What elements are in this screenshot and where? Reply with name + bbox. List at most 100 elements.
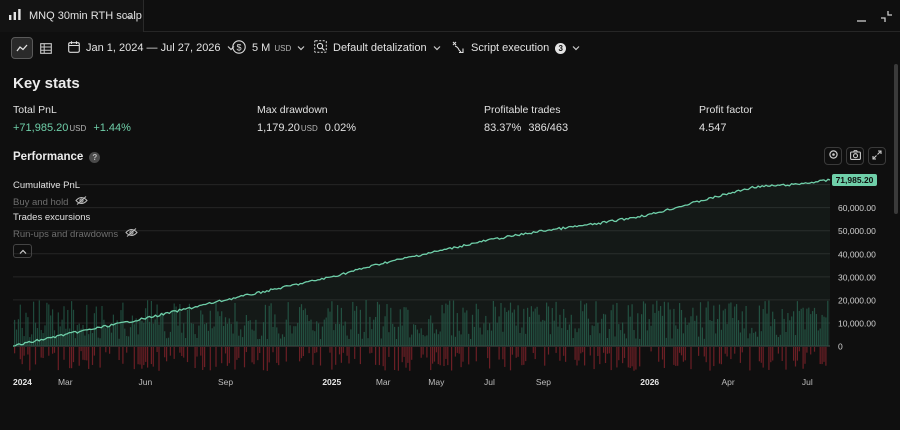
excursion-bar bbox=[384, 316, 386, 346]
excursion-bar bbox=[262, 347, 265, 371]
y-tick-label: 10,000.00 bbox=[838, 318, 876, 328]
excursion-bar bbox=[226, 323, 228, 346]
excursion-bar bbox=[109, 327, 111, 346]
excursion-bar bbox=[376, 301, 379, 346]
strategy-tab[interactable]: MNQ 30min RTH scalp bbox=[0, 0, 144, 32]
excursion-bar bbox=[439, 347, 441, 366]
legend-cumulative-pnl[interactable]: Cumulative PnL bbox=[13, 180, 80, 191]
excursion-bar bbox=[642, 301, 645, 346]
excursion-bar bbox=[171, 310, 173, 346]
initial-capital-selector[interactable]: $ 5 M USD bbox=[232, 38, 305, 58]
excursion-bar bbox=[270, 303, 272, 346]
excursion-bar bbox=[521, 347, 523, 366]
excursion-bar bbox=[475, 347, 477, 362]
excursion-bar bbox=[715, 333, 717, 346]
excursion-bar bbox=[563, 347, 565, 356]
maximize-icon[interactable] bbox=[880, 10, 893, 28]
excursion-bar bbox=[625, 338, 627, 346]
minimize-icon[interactable] bbox=[856, 10, 867, 28]
excursion-bar bbox=[181, 332, 183, 346]
chart-view-button[interactable] bbox=[11, 37, 33, 59]
excursion-bar bbox=[299, 347, 301, 362]
excursion-bar bbox=[72, 347, 75, 363]
excursion-bar bbox=[63, 306, 65, 346]
excursion-bar bbox=[585, 303, 588, 346]
excursion-bar bbox=[739, 332, 741, 346]
excursion-bar bbox=[443, 313, 445, 346]
script-execution-count-badge: 3 bbox=[555, 42, 567, 54]
excursion-bar bbox=[84, 347, 86, 361]
excursion-bar bbox=[204, 347, 206, 368]
excursion-bar bbox=[435, 329, 437, 346]
collapse-legend-button[interactable] bbox=[13, 244, 32, 258]
excursion-bar bbox=[701, 327, 703, 346]
stat-label: Profit factor bbox=[699, 104, 753, 116]
excursion-bar bbox=[173, 347, 175, 359]
excursion-bar bbox=[221, 347, 223, 364]
chevron-down-icon[interactable] bbox=[125, 11, 133, 23]
detalization-selector[interactable]: Default detalization bbox=[314, 38, 441, 58]
eye-slash-icon[interactable] bbox=[125, 228, 138, 240]
excursion-bar bbox=[21, 327, 23, 346]
legend-buy-and-hold[interactable]: Buy and hold bbox=[13, 196, 89, 208]
excursion-bar bbox=[616, 347, 618, 368]
excursion-bar bbox=[327, 308, 329, 346]
excursion-bar bbox=[798, 310, 800, 346]
script-execution-selector[interactable]: Script execution 3 bbox=[451, 38, 580, 58]
settings-button[interactable] bbox=[824, 147, 842, 165]
scrollbar[interactable] bbox=[894, 64, 898, 214]
excursion-bar bbox=[511, 312, 513, 346]
excursion-bar bbox=[14, 319, 16, 346]
eye-slash-icon[interactable] bbox=[75, 196, 89, 208]
excursion-bar bbox=[357, 333, 360, 346]
excursion-bar bbox=[152, 323, 154, 346]
excursion-bar bbox=[86, 347, 88, 361]
excursion-bar bbox=[445, 303, 447, 346]
excursion-bar bbox=[40, 329, 42, 346]
excursion-bar bbox=[648, 319, 650, 346]
detalization-label: Default detalization bbox=[333, 42, 427, 54]
excursion-bar bbox=[80, 328, 82, 346]
excursion-bar bbox=[675, 347, 677, 366]
date-range-selector[interactable]: Jan 1, 2024 — Jul 27, 2026 bbox=[68, 38, 235, 58]
legend-trades-excursions[interactable]: Trades excursions bbox=[13, 212, 90, 223]
excursion-bar bbox=[319, 339, 322, 346]
excursion-bar bbox=[253, 330, 255, 346]
screenshot-button[interactable] bbox=[846, 147, 864, 165]
legend-run-ups-and-drawdowns[interactable]: Run-ups and drawdowns bbox=[13, 228, 138, 240]
excursion-bar bbox=[175, 306, 177, 346]
excursion-bar bbox=[329, 347, 331, 353]
excursion-bar bbox=[306, 314, 308, 346]
excursion-bar bbox=[652, 304, 654, 346]
table-view-button[interactable] bbox=[35, 37, 57, 59]
excursion-bar bbox=[618, 324, 620, 346]
excursion-bar bbox=[629, 316, 631, 346]
excursion-bar bbox=[340, 307, 342, 346]
excursion-bar bbox=[228, 318, 230, 346]
excursion-bar bbox=[156, 347, 158, 353]
excursion-bar bbox=[500, 302, 502, 346]
excursion-bar bbox=[183, 347, 185, 358]
excursion-bar bbox=[709, 320, 711, 346]
excursion-bar bbox=[186, 347, 189, 363]
excursion-bar bbox=[447, 347, 449, 366]
excursion-bar bbox=[21, 347, 23, 365]
excursion-bar bbox=[388, 332, 390, 346]
excursion-bar bbox=[405, 307, 407, 346]
excursion-bar bbox=[713, 305, 715, 346]
excursion-bar bbox=[745, 305, 747, 346]
excursion-bar bbox=[141, 321, 143, 346]
excursion-bar bbox=[63, 347, 65, 360]
excursion-bar bbox=[137, 347, 139, 365]
excursion-bar bbox=[394, 347, 396, 370]
excursion-bar bbox=[823, 347, 825, 362]
x-tick-label: 2026 bbox=[640, 377, 659, 387]
excursion-bar bbox=[694, 320, 696, 346]
excursion-bar bbox=[756, 336, 759, 346]
fullscreen-button[interactable] bbox=[868, 147, 886, 165]
excursion-bar bbox=[319, 347, 322, 366]
excursion-bar bbox=[88, 347, 90, 369]
y-tick-label: 40,000.00 bbox=[838, 249, 876, 259]
help-icon[interactable]: ? bbox=[89, 151, 101, 163]
excursion-bar bbox=[145, 347, 147, 362]
